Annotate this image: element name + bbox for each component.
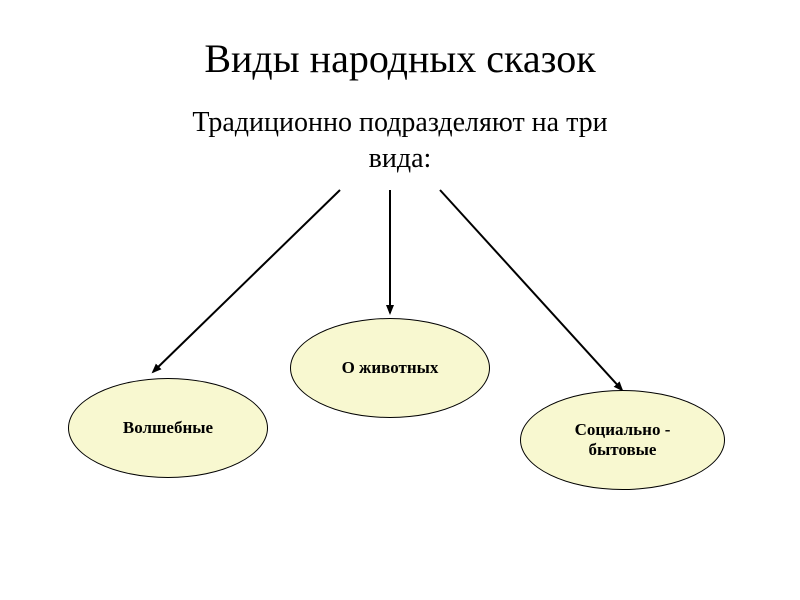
node-right-label: Социально - бытовые (541, 420, 704, 460)
subtitle: Традиционно подразделяют на три вида: (0, 105, 800, 178)
subtitle-line1: Традиционно подразделяют на три (192, 107, 607, 138)
node-center-label: О животных (342, 358, 439, 378)
node-left-label: Волшебные (123, 418, 213, 438)
node-left: Волшебные (68, 378, 268, 478)
node-center: О животных (290, 318, 490, 418)
title-text: Виды народных сказок (204, 36, 595, 81)
arrows-layer (0, 0, 800, 600)
node-right: Социально - бытовые (520, 390, 725, 490)
main-title: Виды народных сказок (0, 35, 800, 82)
subtitle-line2: вида: (369, 143, 432, 174)
